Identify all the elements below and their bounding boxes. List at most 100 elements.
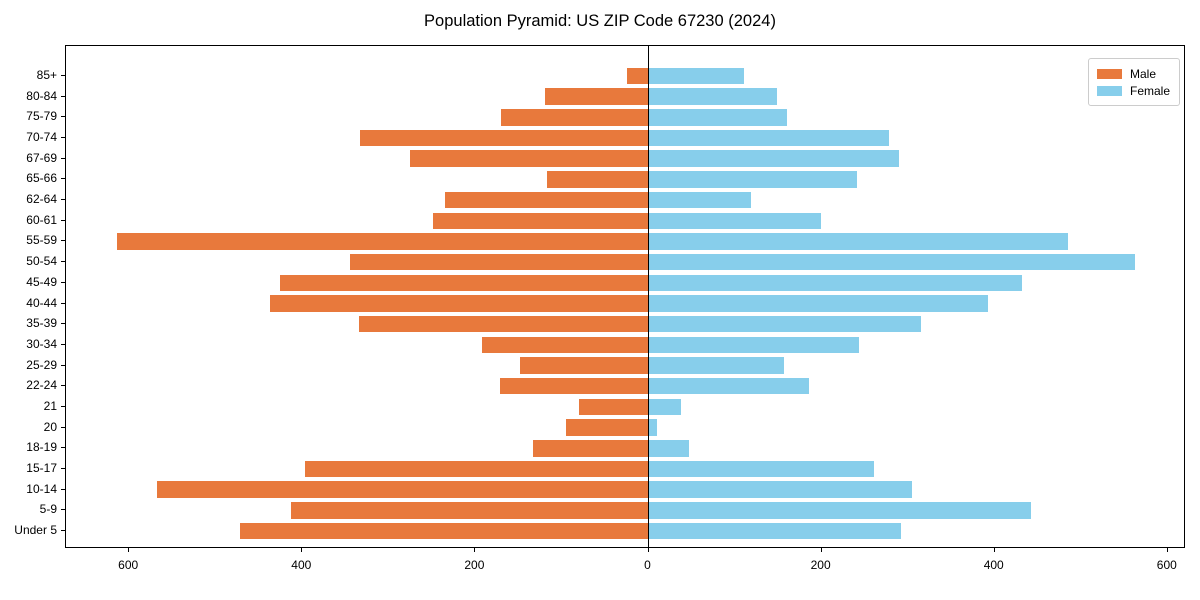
xtick-mark <box>474 548 476 552</box>
ytick-mark <box>61 116 65 118</box>
bar-male-10-14 <box>156 481 649 498</box>
bar-male-under-5 <box>239 522 649 540</box>
bar-female-62-64 <box>648 191 751 209</box>
xtick-mark <box>993 548 995 552</box>
ytick-mark <box>61 302 65 304</box>
bar-female-55-59 <box>648 233 1069 250</box>
ytick-label-62-64: 62-64 <box>26 192 57 207</box>
ytick-label-75-79: 75-79 <box>26 109 57 124</box>
bar-female-under-5 <box>648 522 902 540</box>
ytick-mark <box>61 178 65 180</box>
bar-female-60-61 <box>648 212 821 230</box>
bar-male-62-64 <box>445 191 649 209</box>
ytick-mark <box>61 426 65 428</box>
bar-female-22-24 <box>648 377 809 395</box>
ytick-label-85+: 85+ <box>36 68 57 82</box>
bar-male-35-39 <box>359 315 649 333</box>
ytick-mark <box>61 199 65 201</box>
ytick-label-50-54: 50-54 <box>26 254 57 269</box>
ytick-mark <box>61 157 65 159</box>
ytick-label-22-24: 22-24 <box>26 378 57 393</box>
ytick-mark <box>61 261 65 263</box>
ytick-label-30-34: 30-34 <box>26 336 57 351</box>
bar-male-21 <box>579 398 649 416</box>
ytick-label-80-84: 80-84 <box>26 88 57 103</box>
ytick-label-70-74: 70-74 <box>26 130 57 145</box>
bar-male-70-74 <box>360 129 649 147</box>
bar-female-25-29 <box>648 357 784 374</box>
ytick-mark <box>61 405 65 407</box>
bar-male-30-34 <box>482 336 649 354</box>
bar-female-10-14 <box>648 481 913 498</box>
bar-female-15-17 <box>648 460 874 478</box>
legend: Male Female <box>1088 58 1180 106</box>
bar-male-15-17 <box>304 460 649 478</box>
bar-female-70-74 <box>648 129 890 147</box>
bar-female-30-34 <box>648 336 859 354</box>
ytick-mark <box>61 137 65 139</box>
ytick-label-45-49: 45-49 <box>26 274 57 289</box>
bar-male-40-44 <box>270 295 649 312</box>
xtick-label-400-right: 400 <box>983 558 1004 572</box>
bar-male-60-61 <box>432 212 649 230</box>
ytick-label-65-66: 65-66 <box>26 171 57 186</box>
bar-male-25-29 <box>520 357 649 374</box>
bar-male-22-24 <box>499 377 649 395</box>
ytick-mark <box>61 343 65 345</box>
ytick-label-5-9: 5-9 <box>39 502 57 517</box>
ytick-mark <box>61 467 65 469</box>
ytick-label-35-39: 35-39 <box>26 316 57 331</box>
ytick-mark <box>61 219 65 221</box>
xtick-mark <box>647 548 649 552</box>
bar-female-45-49 <box>648 274 1023 292</box>
female-swatch-icon <box>1097 85 1122 96</box>
bar-female-20 <box>648 419 658 436</box>
ytick-label-10-14: 10-14 <box>26 481 57 496</box>
ytick-label-15-17: 15-17 <box>26 460 57 475</box>
ytick-label-40-44: 40-44 <box>26 295 57 310</box>
bar-female-21 <box>648 398 681 416</box>
legend-label-male: Male <box>1130 66 1157 81</box>
ytick-mark <box>61 75 65 76</box>
bar-male-80-84 <box>544 88 649 105</box>
bar-female-67-69 <box>648 150 899 167</box>
ytick-mark <box>61 95 65 97</box>
bar-male-85+ <box>626 67 649 85</box>
xtick-mark <box>1166 548 1168 552</box>
bar-male-45-49 <box>279 274 649 292</box>
ytick-label-25-29: 25-29 <box>26 357 57 372</box>
ytick-mark <box>61 509 65 511</box>
ytick-mark <box>61 530 65 531</box>
bar-female-40-44 <box>648 295 988 312</box>
ytick-label-67-69: 67-69 <box>26 150 57 165</box>
bar-female-18-19 <box>648 440 690 457</box>
xtick-label-0: 0 <box>644 558 651 572</box>
ytick-label-under-5: Under 5 <box>14 523 57 537</box>
ytick-label-20: 20 <box>43 419 57 434</box>
chart-title: Population Pyramid: US ZIP Code 67230 (2… <box>424 12 776 30</box>
xtick-mark <box>820 548 822 552</box>
xtick-mark <box>128 548 130 552</box>
xtick-label-200-right: 200 <box>810 558 831 572</box>
ytick-mark <box>61 488 65 490</box>
ytick-label-55-59: 55-59 <box>26 233 57 248</box>
bar-female-5-9 <box>648 502 1032 519</box>
ytick-mark <box>61 447 65 449</box>
bar-female-50-54 <box>648 253 1135 271</box>
bar-male-18-19 <box>532 440 649 457</box>
plot-area: Male Female <box>65 45 1185 548</box>
ytick-label-18-19: 18-19 <box>26 440 57 455</box>
bar-male-55-59 <box>117 233 649 250</box>
legend-item-male: Male <box>1097 65 1171 82</box>
xtick-mark <box>301 548 303 552</box>
bar-male-75-79 <box>501 109 649 126</box>
ytick-mark <box>61 281 65 283</box>
bar-female-35-39 <box>648 315 922 333</box>
ytick-label-60-61: 60-61 <box>26 212 57 227</box>
zero-axis-line <box>647 46 650 547</box>
bar-male-50-54 <box>349 253 649 271</box>
ytick-mark <box>61 240 65 242</box>
xtick-label-600-left: 600 <box>118 558 139 572</box>
bar-male-67-69 <box>410 150 649 167</box>
